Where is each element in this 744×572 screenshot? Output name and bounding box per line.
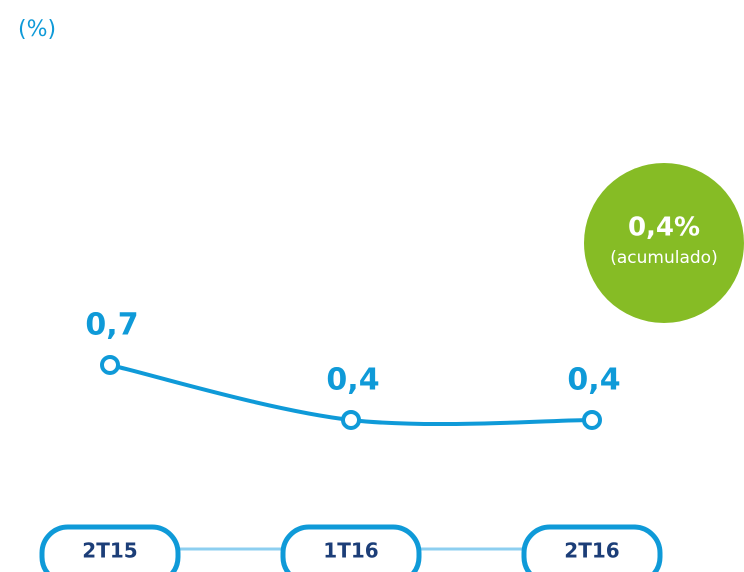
data-label: 0,4 <box>326 362 379 397</box>
data-label: 0,4 <box>567 362 620 397</box>
unit-label: (%) <box>18 17 56 42</box>
x-tick-label: 2T16 <box>564 539 619 563</box>
category-pill <box>521 524 663 572</box>
data-label: 0,7 <box>85 307 138 342</box>
total-bubble <box>584 163 744 323</box>
x-tick-label: 1T16 <box>323 539 378 563</box>
data-point <box>582 409 602 430</box>
x-tick-label: 2T15 <box>82 539 137 563</box>
data-point <box>100 354 120 375</box>
total-value: 0,4% <box>628 213 700 243</box>
total-note: (acumulado) <box>610 248 717 268</box>
category-pill <box>280 524 422 572</box>
category-pill <box>39 524 181 572</box>
data-point <box>341 409 361 430</box>
